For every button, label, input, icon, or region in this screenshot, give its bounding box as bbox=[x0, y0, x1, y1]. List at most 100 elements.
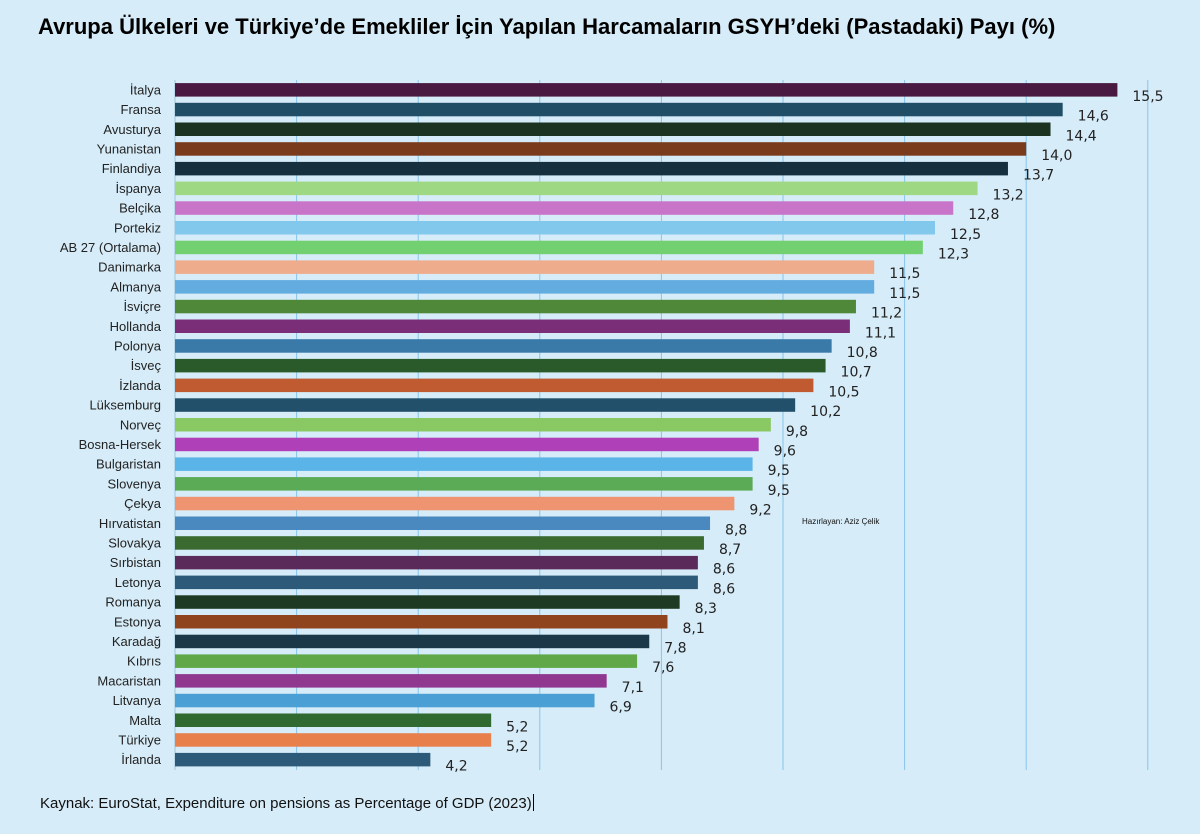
value-label: 7,6 bbox=[652, 660, 674, 676]
value-label: 11,5 bbox=[889, 266, 920, 282]
value-label: 9,2 bbox=[749, 503, 771, 519]
value-label: 11,5 bbox=[889, 286, 920, 302]
category-label: Belçika bbox=[119, 201, 162, 216]
bar bbox=[175, 477, 753, 491]
category-label: Avusturya bbox=[103, 122, 161, 137]
category-label: Hırvatistan bbox=[99, 516, 161, 531]
value-label: 10,7 bbox=[841, 365, 872, 381]
category-label: Bosna-Hersek bbox=[79, 437, 162, 452]
bar bbox=[175, 674, 607, 688]
bar bbox=[175, 83, 1118, 97]
value-label: 8,7 bbox=[719, 542, 741, 558]
category-label: AB 27 (Ortalama) bbox=[60, 240, 161, 255]
category-label: Romanya bbox=[105, 595, 161, 610]
bar bbox=[175, 260, 875, 274]
bar bbox=[175, 142, 1027, 156]
bar bbox=[175, 496, 735, 511]
category-label: Sırbistan bbox=[110, 555, 161, 570]
category-label: İrlanda bbox=[121, 752, 162, 767]
bar bbox=[175, 398, 796, 412]
category-label: Çekya bbox=[124, 496, 162, 511]
value-label: 12,3 bbox=[938, 246, 969, 262]
bar bbox=[175, 615, 668, 629]
bar bbox=[175, 319, 850, 333]
bar bbox=[175, 555, 698, 570]
bar bbox=[175, 122, 1051, 136]
bar bbox=[175, 181, 978, 196]
source-note: Kaynak: EuroStat, Expenditure on pension… bbox=[40, 795, 532, 812]
bar bbox=[175, 595, 680, 609]
value-label: 9,5 bbox=[768, 483, 790, 499]
bar bbox=[175, 713, 492, 727]
value-label: 8,6 bbox=[713, 562, 735, 578]
category-label: İzlanda bbox=[119, 378, 162, 393]
bar bbox=[175, 299, 856, 314]
bar bbox=[175, 654, 638, 668]
author-note: Hazırlayan: Aziz Çelik bbox=[802, 517, 880, 526]
category-label: Hollanda bbox=[110, 319, 162, 334]
value-label: 7,1 bbox=[622, 680, 644, 696]
category-label: İspanya bbox=[115, 181, 161, 196]
bar bbox=[175, 516, 711, 530]
value-label: 15,5 bbox=[1132, 89, 1163, 105]
value-label: 14,0 bbox=[1041, 148, 1072, 164]
value-label: 8,6 bbox=[713, 581, 735, 597]
value-label: 8,8 bbox=[725, 522, 747, 538]
value-label: 12,5 bbox=[950, 227, 981, 243]
category-label: Estonya bbox=[114, 614, 162, 629]
value-label: 10,5 bbox=[828, 384, 859, 400]
category-label: Portekiz bbox=[114, 220, 161, 235]
value-label: 11,1 bbox=[865, 325, 896, 341]
value-label: 12,8 bbox=[968, 207, 999, 223]
bar bbox=[175, 536, 704, 550]
value-label: 10,2 bbox=[810, 404, 841, 420]
category-label: Norveç bbox=[120, 417, 162, 432]
category-label: İsviçre bbox=[123, 299, 161, 314]
category-label: Almanya bbox=[110, 279, 161, 294]
bar bbox=[175, 201, 954, 215]
bar bbox=[175, 339, 832, 353]
value-label: 14,6 bbox=[1078, 109, 1109, 125]
value-label: 13,7 bbox=[1023, 168, 1054, 184]
category-label: Macaristan bbox=[97, 673, 161, 688]
value-label: 8,1 bbox=[682, 621, 704, 637]
bar bbox=[175, 693, 595, 708]
bar bbox=[175, 457, 753, 471]
value-label: 6,9 bbox=[610, 700, 632, 716]
value-label: 4,2 bbox=[445, 759, 467, 775]
bars bbox=[175, 83, 1118, 767]
value-label: 11,2 bbox=[871, 306, 902, 322]
category-label: Letonya bbox=[115, 575, 162, 590]
chart-title: Avrupa Ülkeleri ve Türkiye’de Emekliler … bbox=[38, 14, 1056, 39]
bar bbox=[175, 358, 826, 373]
value-label: 9,6 bbox=[774, 443, 796, 459]
category-label: Litvanya bbox=[113, 693, 162, 708]
value-label: 14,4 bbox=[1066, 128, 1097, 144]
value-label: 9,8 bbox=[786, 424, 808, 440]
category-label: Finlandiya bbox=[102, 161, 162, 176]
category-label: Türkiye bbox=[118, 732, 161, 747]
value-label: 5,2 bbox=[506, 719, 528, 735]
value-label: 8,3 bbox=[695, 601, 717, 617]
category-label: Bulgaristan bbox=[96, 457, 161, 472]
value-label: 7,8 bbox=[664, 640, 686, 656]
category-label: Lüksemburg bbox=[89, 398, 161, 413]
bar bbox=[175, 437, 759, 452]
category-label: İsveç bbox=[131, 358, 162, 373]
category-label: İtalya bbox=[130, 82, 162, 97]
bar bbox=[175, 280, 875, 294]
bar bbox=[175, 240, 923, 255]
category-label: Karadağ bbox=[112, 634, 161, 649]
bar bbox=[175, 752, 431, 767]
bar bbox=[175, 221, 935, 235]
bar bbox=[175, 418, 771, 432]
bar bbox=[175, 575, 698, 590]
value-label: 9,5 bbox=[768, 463, 790, 479]
category-label: Fransa bbox=[121, 102, 162, 117]
bar bbox=[175, 161, 1008, 176]
value-labels: 15,5 14,6 14,4 14,0 13,7 13,2 12,8 12,5 12,3 11,5… bbox=[445, 89, 1163, 775]
category-label: Polonya bbox=[114, 338, 162, 353]
value-label: 10,8 bbox=[847, 345, 878, 361]
category-label: Malta bbox=[129, 713, 162, 728]
